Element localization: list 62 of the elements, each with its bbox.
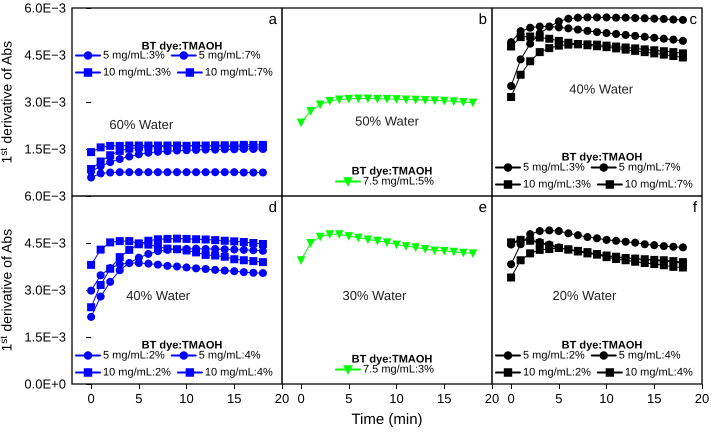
- legend-title: BT dye:TMAOH: [562, 152, 642, 164]
- x-tick-label: 10: [389, 391, 404, 406]
- x-tick-label: 0: [297, 391, 305, 406]
- y-tick-label: 1.5E−3: [24, 330, 66, 344]
- x-tick-label: 10: [179, 391, 194, 406]
- y-tick-label: 6.0E−3: [24, 0, 66, 16]
- x-tick-label: 5: [135, 391, 142, 406]
- x-tick-label: 0: [87, 391, 95, 406]
- x-tick-label: 15: [647, 391, 662, 406]
- x-tick-label: 20: [694, 391, 710, 406]
- annotation: b: [478, 11, 487, 28]
- y-axis-title: 1st derivative of Abs: [0, 40, 15, 164]
- annotation: f: [692, 199, 698, 216]
- annotation: 50% Water: [355, 113, 420, 128]
- legend-label: 10 mg/mL:7%: [204, 66, 273, 78]
- y-axis-title: 1st derivative of Abs: [0, 228, 15, 352]
- legend-label: 10 mg/mL:2%: [103, 366, 172, 378]
- annotation: 40% Water: [569, 81, 634, 96]
- legend-label: 10 mg/mL:2%: [523, 366, 592, 378]
- legend-label: 5 mg/mL:7%: [618, 162, 681, 174]
- x-tick-label: 20: [274, 391, 290, 406]
- x-tick-label: 5: [345, 391, 352, 406]
- y-tick-label: 4.5E−3: [24, 236, 66, 250]
- legend-label: 5 mg/mL:4%: [198, 350, 261, 362]
- x-tick-label: 15: [227, 391, 242, 406]
- legend-label: 5 mg/mL:4%: [618, 350, 681, 362]
- legend-title: BT dye:TMAOH: [352, 166, 432, 178]
- legend-label: 10 mg/mL:3%: [523, 178, 592, 190]
- legend-label: 10 mg/mL:4%: [624, 366, 693, 378]
- y-tick-label: 3.0E−3: [24, 282, 66, 298]
- legend-label: 10 mg/mL:4%: [204, 366, 273, 378]
- legend-label: 5 mg/mL:7%: [198, 50, 261, 62]
- y-tick-label: 4.5E−3: [24, 48, 66, 62]
- y-tick-label: 0.0E+0: [24, 376, 66, 392]
- x-axis-title: Time (min): [351, 411, 423, 428]
- annotation: 40% Water: [126, 288, 191, 304]
- legend-title: BT dye:TMAOH: [142, 340, 222, 352]
- legend-label: 5 mg/mL:3%: [103, 50, 165, 62]
- x-tick-label: 0: [507, 391, 515, 406]
- y-tick-label: 3.0E−3: [24, 94, 66, 110]
- legend-label: 10 mg/mL:3%: [103, 66, 172, 78]
- annotation: d: [268, 199, 277, 216]
- legend-label: 10 mg/mL:7%: [624, 178, 693, 190]
- legend-label: 5 mg/mL:2%: [523, 350, 585, 362]
- legend-label: 7.5 mg/mL:3%: [363, 364, 434, 376]
- x-tick-label: 20: [484, 391, 500, 406]
- x-tick-label: 10: [599, 391, 614, 406]
- annotation: c: [690, 11, 698, 28]
- y-tick-label: 1.5E−3: [24, 142, 66, 156]
- legend-title: BT dye:TMAOH: [562, 340, 642, 352]
- x-tick-label: 15: [437, 391, 452, 406]
- annotation: 60% Water: [109, 117, 174, 132]
- annotation: a: [268, 11, 278, 28]
- annotation: e: [478, 199, 487, 216]
- legend-label: 7.5 mg/mL:5%: [363, 176, 434, 188]
- x-tick-label: 5: [555, 391, 562, 406]
- y-tick-label: 6.0E−3: [24, 188, 66, 204]
- legend-label: 5 mg/mL:3%: [523, 162, 585, 174]
- legend-title: BT dye:TMAOH: [352, 354, 432, 366]
- annotation: 30% Water: [342, 288, 407, 304]
- annotation: 20% Water: [552, 288, 617, 304]
- legend-label: 5 mg/mL:2%: [103, 350, 165, 362]
